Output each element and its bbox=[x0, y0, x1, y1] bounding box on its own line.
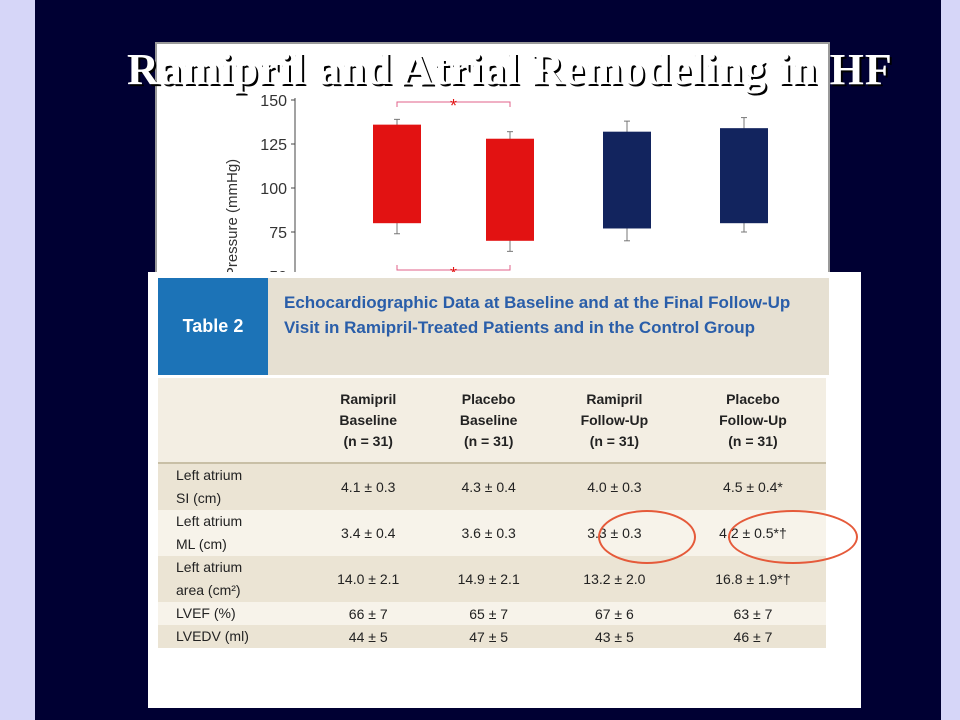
row-label: Left atrium SI (cm) bbox=[158, 463, 308, 510]
significance-bracket bbox=[396, 101, 511, 107]
table-cell: 66 ± 7 bbox=[308, 602, 429, 625]
table-cell: 67 ± 6 bbox=[548, 602, 680, 625]
table-cell: 4.1 ± 0.3 bbox=[308, 463, 429, 510]
y-axis-label: Pressure (mmHg) bbox=[224, 159, 241, 277]
y-tick-label: 125 bbox=[260, 137, 287, 154]
column-header: Placebo Baseline (n = 31) bbox=[428, 378, 549, 463]
table-caption: Echocardiographic Data at Baseline and a… bbox=[284, 293, 791, 337]
table-cell: 63 ± 7 bbox=[679, 602, 826, 625]
column-header: Placebo Follow-Up (n = 31) bbox=[679, 378, 826, 463]
data-table: Ramipril Baseline (n = 31) Placebo Basel… bbox=[158, 378, 826, 648]
table-cell: 4.0 ± 0.3 bbox=[548, 463, 680, 510]
significance-star: * bbox=[450, 96, 457, 116]
table-cell: 4.2 ± 0.5*† bbox=[679, 510, 826, 556]
table-header: Table 2 Echocardiographic Data at Baseli… bbox=[158, 278, 829, 375]
column-header: Ramipril Baseline (n = 31) bbox=[308, 378, 429, 463]
column-header: Ramipril Follow-Up (n = 31) bbox=[548, 378, 680, 463]
y-tick-label: 150 bbox=[260, 93, 287, 110]
y-tick-label: 100 bbox=[260, 181, 287, 198]
table-cell: 44 ± 5 bbox=[308, 625, 429, 648]
slide: 1501251007550Pressure (mmHg)** Ramipril … bbox=[35, 0, 941, 720]
echocardiographic-table: Table 2 Echocardiographic Data at Baseli… bbox=[148, 272, 861, 708]
table-cell: 16.8 ± 1.9*† bbox=[679, 556, 826, 602]
table-cell: 4.3 ± 0.4 bbox=[428, 463, 549, 510]
table-cell: 4.5 ± 0.4* bbox=[679, 463, 826, 510]
column-header-row: Ramipril Baseline (n = 31) Placebo Basel… bbox=[158, 378, 826, 463]
table-cell: 14.9 ± 2.1 bbox=[428, 556, 549, 602]
row-label: Left atrium area (cm²) bbox=[158, 556, 308, 602]
table-cell: 3.4 ± 0.4 bbox=[308, 510, 429, 556]
table-cell: 3.3 ± 0.3 bbox=[548, 510, 680, 556]
table-row: Left atrium SI (cm) 4.1 ± 0.3 4.3 ± 0.4 … bbox=[158, 463, 826, 510]
bar bbox=[486, 138, 534, 241]
slide-title: Ramipril and Atrial Remodeling in HF bbox=[127, 45, 893, 94]
row-label: Left atrium ML (cm) bbox=[158, 510, 308, 556]
bar bbox=[603, 131, 651, 229]
table-row: LVEDV (ml) 44 ± 5 47 ± 5 43 ± 5 46 ± 7 bbox=[158, 625, 826, 648]
table-cell: 13.2 ± 2.0 bbox=[548, 556, 680, 602]
y-tick-label: 75 bbox=[269, 225, 287, 242]
significance-bracket bbox=[396, 265, 511, 271]
table-cell: 46 ± 7 bbox=[679, 625, 826, 648]
column-header-blank bbox=[158, 378, 308, 463]
table-cell: 3.6 ± 0.3 bbox=[428, 510, 549, 556]
table-badge: Table 2 bbox=[158, 278, 268, 375]
table-row: Left atrium ML (cm) 3.4 ± 0.4 3.6 ± 0.3 … bbox=[158, 510, 826, 556]
table-row: Left atrium area (cm²) 14.0 ± 2.1 14.9 ±… bbox=[158, 556, 826, 602]
table-cell: 47 ± 5 bbox=[428, 625, 549, 648]
bar bbox=[373, 124, 421, 224]
table-cell: 43 ± 5 bbox=[548, 625, 680, 648]
table-cell: 65 ± 7 bbox=[428, 602, 549, 625]
row-label: LVEF (%) bbox=[158, 602, 308, 625]
row-label: LVEDV (ml) bbox=[158, 625, 308, 648]
bar bbox=[720, 128, 768, 224]
table-cell: 14.0 ± 2.1 bbox=[308, 556, 429, 602]
table-row: LVEF (%) 66 ± 7 65 ± 7 67 ± 6 63 ± 7 bbox=[158, 602, 826, 625]
